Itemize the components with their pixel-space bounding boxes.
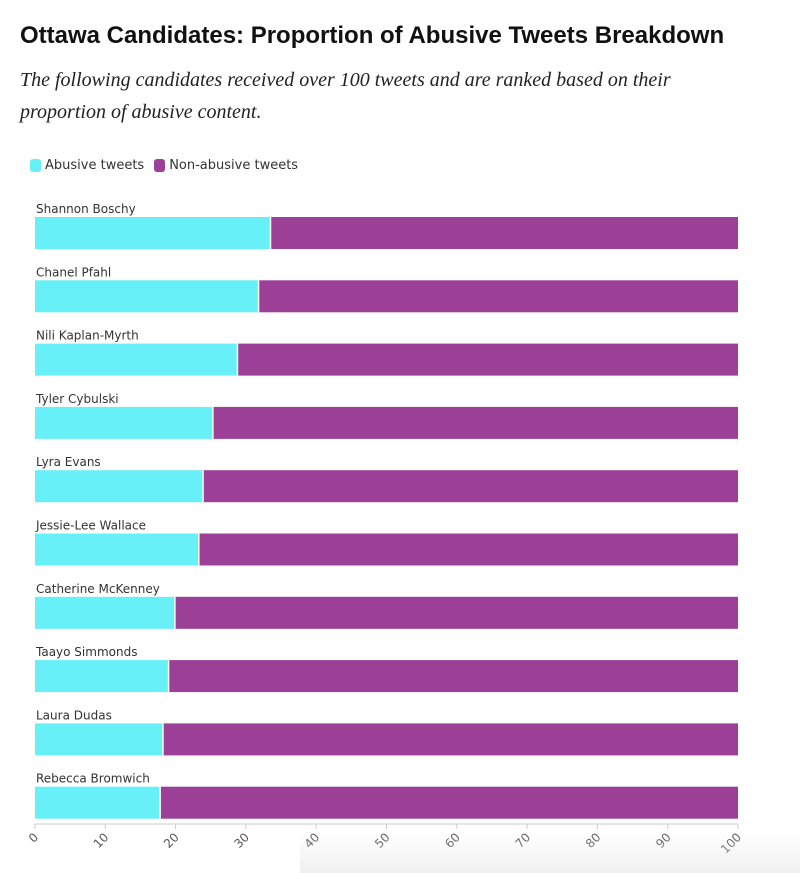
bar-segment-abusive-tyler-cybulski[interactable] [35,406,213,439]
legend-swatch-abusive [30,159,41,172]
bar-segment-non-abusive-shannon-boschy[interactable] [270,217,738,249]
bar-segment-non-abusive-jessie-lee-wallace[interactable] [198,533,738,566]
bar-segment-abusive-laura-dudas[interactable] [35,723,163,756]
x-tick-label: 0 [26,830,41,845]
bar-segment-non-abusive-lyra-evans[interactable] [203,470,739,503]
bar-segment-non-abusive-catherine-mckenney[interactable] [174,596,739,629]
bar-label-rebecca-bromwich: Rebecca Bromwich [36,772,150,786]
bar-label-shannon-boschy: Shannon Boschy [36,202,136,216]
x-tick-label: 40 [302,830,323,851]
legend-item-non-abusive: Non-abusive tweets [154,158,298,173]
chart-subtitle: The following candidates received over 1… [20,69,671,123]
chart-legend: Abusive tweets Non-abusive tweets [30,158,308,173]
bar-segment-abusive-jessie-lee-wallace[interactable] [35,533,199,566]
legend-label-abusive: Abusive tweets [45,158,145,173]
legend-item-abusive: Abusive tweets [30,158,144,173]
x-tick-label: 50 [372,830,393,851]
x-tick-label: 80 [583,830,604,851]
x-tick-label: 20 [161,830,182,851]
x-tick-label: 30 [231,830,252,851]
chart-title: Ottawa Candidates: Proportion of Abusive… [20,22,725,49]
bar-segment-non-abusive-laura-dudas[interactable] [162,723,739,756]
bar-label-nili-kaplan-myrth: Nili Kaplan-Myrth [36,329,139,343]
bar-segment-non-abusive-tyler-cybulski[interactable] [212,406,738,439]
bar-segment-non-abusive-nili-kaplan-myrth[interactable] [237,343,739,376]
bar-segment-abusive-shannon-boschy[interactable] [35,217,271,249]
bar-label-jessie-lee-wallace: Jessie-Lee Wallace [35,519,146,533]
bar-label-tyler-cybulski: Tyler Cybulski [35,392,119,406]
legend-swatch-non-abusive [154,159,166,172]
bar-segment-abusive-taayo-simmonds[interactable] [35,660,169,693]
x-tick-label: 10 [91,830,112,851]
stacked-bar-chart: Shannon Boschy Chanel Pfahl Nili Kaplan-My… [26,202,744,856]
bar-label-lyra-evans: Lyra Evans [36,455,101,469]
x-tick-label: 70 [513,830,534,851]
bar-label-catherine-mckenney: Catherine McKenney [36,582,160,596]
x-tick-label: 60 [442,830,463,851]
bar-segment-abusive-chanel-pfahl[interactable] [35,280,259,313]
bar-segment-abusive-nili-kaplan-myrth[interactable] [35,343,238,376]
legend-label-non-abusive: Non-abusive tweets [169,158,299,173]
x-tick-label: 100 [718,830,744,856]
bar-segment-non-abusive-rebecca-bromwich[interactable] [160,786,738,819]
bar-label-taayo-simmonds: Taayo Simmonds [35,645,137,659]
bar-segment-abusive-rebecca-bromwich[interactable] [35,786,161,819]
x-tick-label: 90 [653,830,674,851]
bar-label-laura-dudas: Laura Dudas [36,708,112,722]
bar-segment-abusive-lyra-evans[interactable] [35,470,204,503]
bar-segment-abusive-catherine-mckenney[interactable] [35,596,175,629]
bar-segment-non-abusive-taayo-simmonds[interactable] [168,660,738,693]
bar-segment-non-abusive-chanel-pfahl[interactable] [258,280,738,313]
bar-label-chanel-pfahl: Chanel Pfahl [36,265,111,279]
